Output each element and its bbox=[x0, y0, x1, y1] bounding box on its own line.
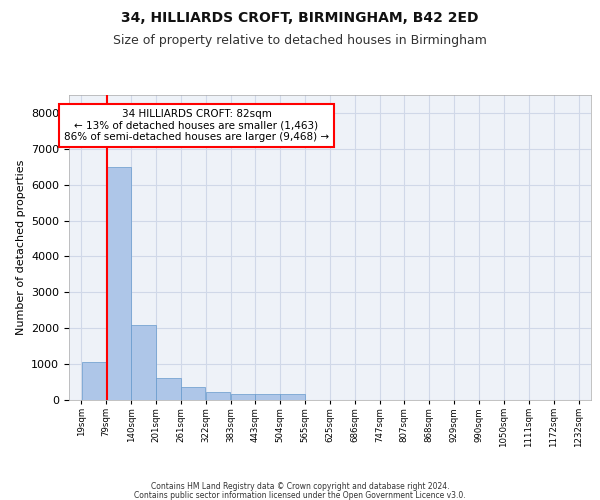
Bar bbox=[106, 167, 131, 400]
Bar bbox=[256, 394, 280, 400]
Bar bbox=[231, 394, 255, 400]
Text: 34, HILLIARDS CROFT, BIRMINGHAM, B42 2ED: 34, HILLIARDS CROFT, BIRMINGHAM, B42 2ED bbox=[121, 12, 479, 26]
Bar bbox=[206, 392, 230, 400]
Text: 34 HILLIARDS CROFT: 82sqm
← 13% of detached houses are smaller (1,463)
86% of se: 34 HILLIARDS CROFT: 82sqm ← 13% of detac… bbox=[64, 109, 329, 142]
Bar bbox=[131, 324, 155, 400]
Y-axis label: Number of detached properties: Number of detached properties bbox=[16, 160, 26, 335]
Bar bbox=[181, 388, 205, 400]
Bar bbox=[157, 378, 181, 400]
Text: Contains public sector information licensed under the Open Government Licence v3: Contains public sector information licen… bbox=[134, 491, 466, 500]
Text: Contains HM Land Registry data © Crown copyright and database right 2024.: Contains HM Land Registry data © Crown c… bbox=[151, 482, 449, 491]
Bar bbox=[82, 362, 106, 400]
Text: Size of property relative to detached houses in Birmingham: Size of property relative to detached ho… bbox=[113, 34, 487, 47]
Bar bbox=[280, 394, 305, 400]
